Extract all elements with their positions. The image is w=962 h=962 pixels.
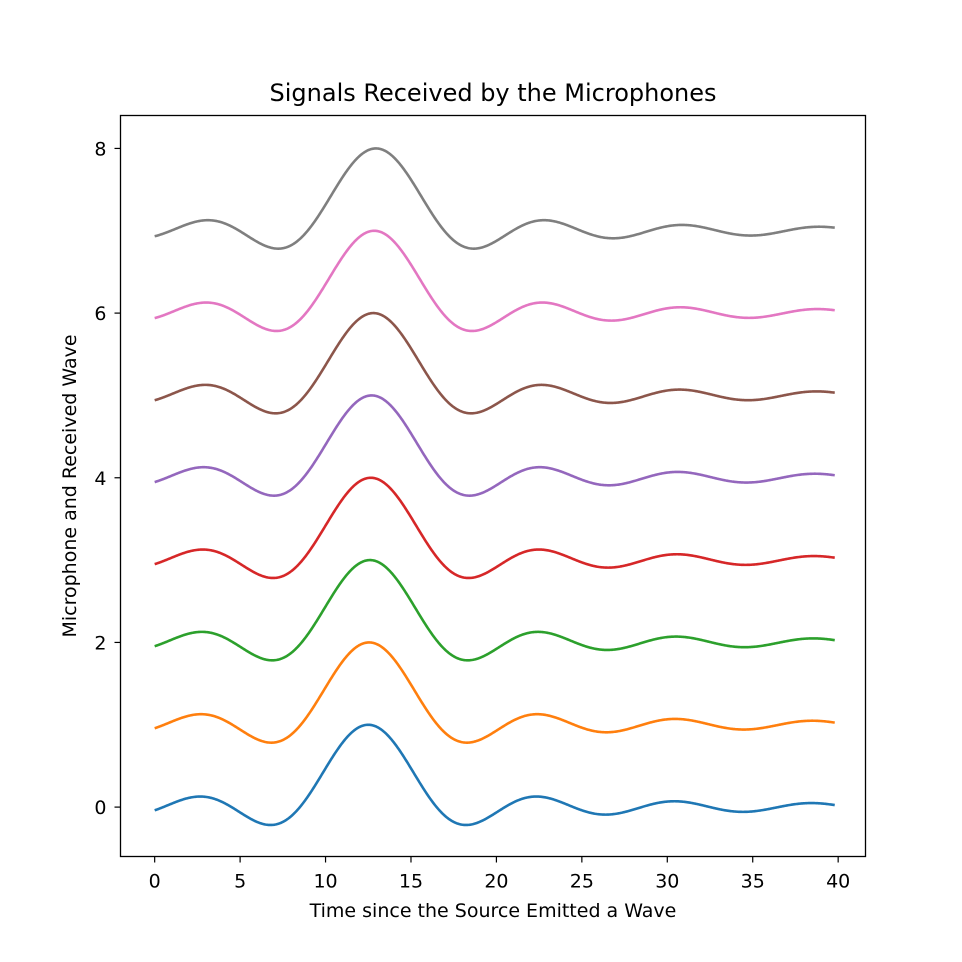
series-layer [154,147,836,827]
plot-frame [119,114,867,858]
series-line-3 [154,476,836,580]
x-axis-ticks: 0 5 10 15 20 25 30 35 40 [149,856,850,893]
series-line-4 [154,394,836,497]
series-line-2 [154,558,836,662]
x-tick-label: 10 [313,871,337,893]
series-line-0 [154,723,836,827]
x-tick-label: 35 [741,871,765,893]
chart-title: Signals Received by the Microphones [270,79,717,107]
series-line-1 [154,641,836,744]
series-line-5 [154,311,836,415]
y-tick-label: 6 [94,303,106,325]
series-line-7 [154,147,836,250]
y-tick-label: 0 [94,797,106,819]
x-tick-label: 30 [655,871,679,893]
x-axis-label: Time since the Source Emitted a Wave [309,900,677,922]
series-line-6 [154,229,836,333]
y-axis-label: Microphone and Received Wave [59,334,81,637]
y-tick-label: 4 [94,468,106,490]
x-tick-label: 40 [826,871,850,893]
x-tick-label: 25 [570,871,594,893]
x-tick-label: 15 [399,871,423,893]
x-tick-label: 0 [149,871,161,893]
x-tick-label: 5 [234,871,246,893]
y-tick-label: 2 [94,632,106,654]
y-axis-ticks: 0 2 4 6 8 [94,138,121,819]
y-tick-label: 8 [94,138,106,160]
x-tick-label: 20 [484,871,508,893]
